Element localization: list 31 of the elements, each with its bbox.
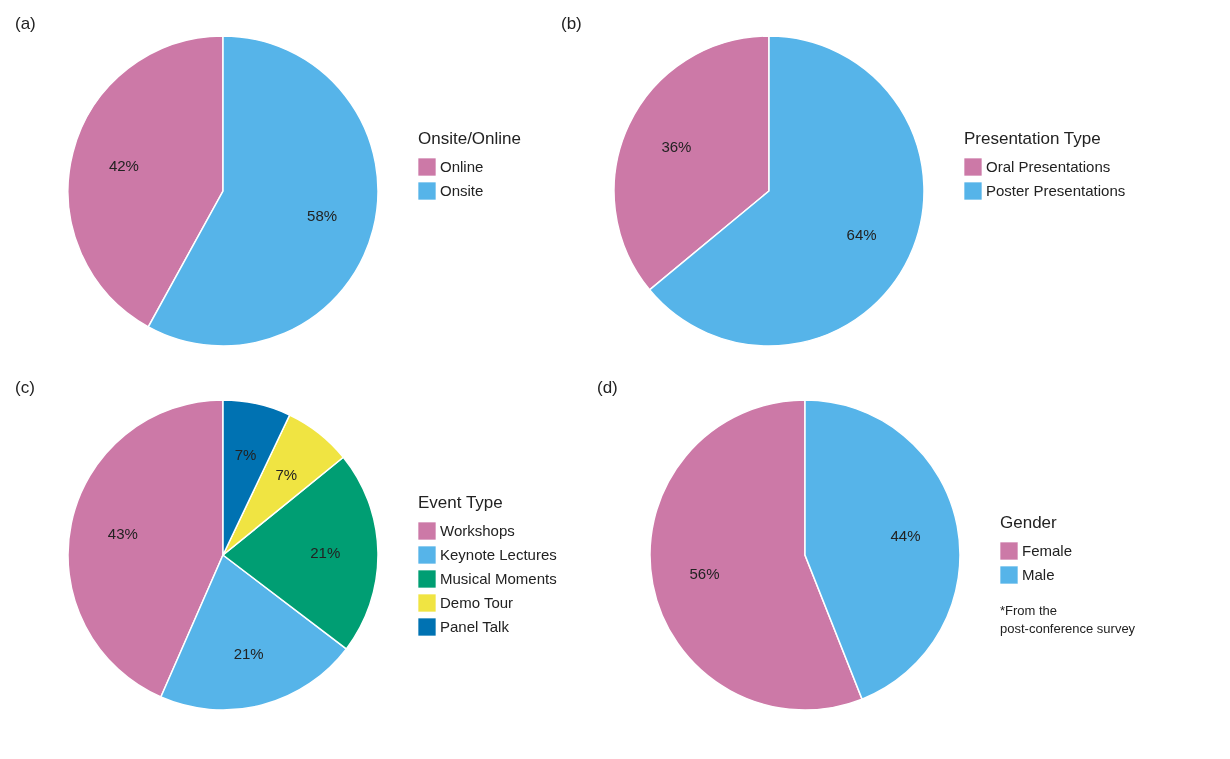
legend-label: Onsite: [440, 182, 484, 199]
legend-label: Keynote Lectures: [440, 546, 557, 563]
legend-title: Presentation Type: [964, 129, 1101, 148]
data-label: 43%: [107, 525, 138, 543]
legend-label: Online: [440, 158, 484, 175]
data-label: 58%: [307, 207, 338, 225]
legend-title: Onsite/Online: [418, 129, 521, 148]
legend-label: Male: [1022, 566, 1055, 583]
legend-label: Poster Presentations: [986, 182, 1126, 199]
legend-label: Oral Presentations: [986, 158, 1111, 175]
legend-label: Panel Talk: [440, 618, 510, 635]
data-label: 64%: [846, 225, 877, 243]
legend-title: Gender: [1000, 513, 1058, 532]
legend-title: Event Type: [418, 493, 503, 512]
data-label: 36%: [661, 138, 692, 156]
data-label: 42%: [108, 156, 139, 174]
data-label: 21%: [233, 645, 264, 663]
chart-title: (d): [597, 378, 618, 397]
data-label: 7%: [275, 465, 298, 483]
legend-label: Workshops: [440, 522, 515, 539]
chart-title: (c): [15, 378, 35, 397]
text: *From the post-conference survey: [1000, 603, 1136, 636]
legend-label: Female: [1022, 542, 1073, 559]
chart-title: (a): [15, 14, 36, 33]
legend-label: Musical Moments: [440, 570, 557, 587]
chart-title: (b): [561, 14, 582, 33]
legend-label: Demo Tour: [440, 594, 514, 611]
data-label: 7%: [234, 446, 257, 464]
data-label: 21%: [310, 544, 341, 562]
data-label: 44%: [890, 526, 921, 544]
data-label: 56%: [689, 565, 720, 583]
